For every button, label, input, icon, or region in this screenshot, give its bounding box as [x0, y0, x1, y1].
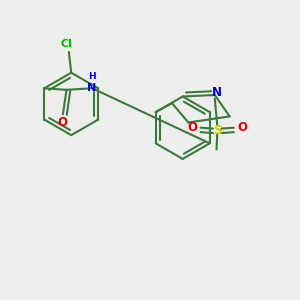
Text: N: N	[212, 86, 222, 99]
Text: O: O	[237, 121, 247, 134]
Text: O: O	[57, 116, 67, 129]
Text: O: O	[187, 121, 197, 134]
Text: Cl: Cl	[61, 39, 72, 49]
Text: N: N	[87, 83, 96, 93]
Text: H: H	[88, 72, 95, 81]
Text: S: S	[213, 124, 222, 136]
